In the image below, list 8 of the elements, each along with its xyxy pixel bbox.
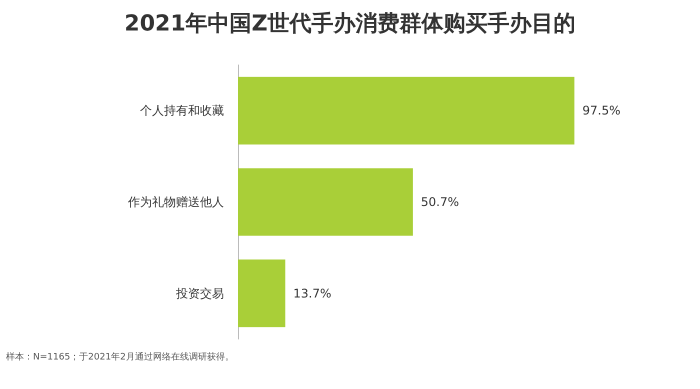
- text: 样本：N=1165；于2021年2月通过网络在线调研获得。: [6, 352, 234, 362]
- chart-title: 2021年中国Z世代手办消费群体购买手办目的: [124, 12, 576, 36]
- data-label: 97.5%: [582, 104, 620, 118]
- data-label: 50.7%: [420, 195, 460, 209]
- data-label: 13.7%: [293, 286, 332, 300]
- y-tick-label: 作为礼物赠送他人: [127, 195, 224, 209]
- y-tick-label: 个人持有和收藏: [140, 104, 224, 118]
- y-tick-label: 投资交易: [175, 286, 224, 300]
